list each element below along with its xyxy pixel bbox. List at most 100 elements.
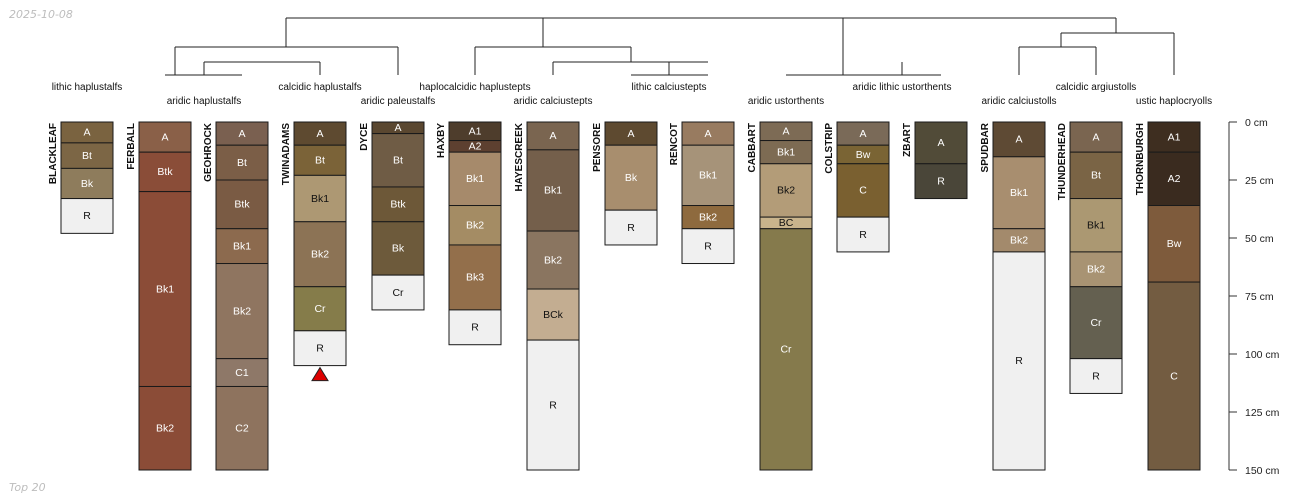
horizon-bk [604, 144, 658, 211]
profile-name: FERBALL [126, 123, 137, 170]
profile-cabbart: A Bk1 Bk2 BC Cr CABBART [747, 121, 813, 471]
horizon-label: Bw [1167, 238, 1182, 250]
profile-name: HAXBY [436, 123, 447, 158]
profile-geohrock: A Bt Btk Bk1 Bk2 C1 C2 GEOHROCK [203, 121, 269, 471]
horizon-label: Bk2 [466, 220, 484, 232]
profile-name: THUNDERHEAD [1057, 123, 1068, 200]
profile-colstrip: A Bw C R COLSTRIP [824, 121, 890, 253]
depth-tick-label: 100 cm [1245, 349, 1280, 361]
horizon-label: Bk3 [466, 272, 484, 284]
horizon-label: Bk1 [699, 170, 717, 182]
horizon-bt [1069, 151, 1123, 200]
horizon-label: Bk1 [777, 146, 795, 158]
horizon-label: A [859, 128, 866, 140]
horizon-c2 [215, 385, 269, 471]
horizon-label: Bk1 [544, 185, 562, 197]
profile-name: COLSTRIP [824, 123, 835, 174]
horizon-c [1147, 281, 1201, 471]
horizon-label: R [316, 342, 324, 354]
depth-tick-label: 25 cm [1245, 175, 1274, 187]
horizon-r [60, 198, 114, 234]
date-stamp: 2025-10-08 [9, 8, 73, 21]
taxon-label: aridic haplustalfs [167, 96, 241, 107]
horizon-r [914, 163, 968, 200]
profile-dyce: A Bt Btk Bk Cr DYCE [359, 121, 425, 311]
taxon-label: aridic ustorthents [748, 96, 824, 107]
horizon-label: Bk [81, 178, 94, 190]
horizon-bk2 [759, 163, 813, 218]
horizon-bw [1147, 205, 1201, 283]
horizon-label: A [161, 131, 168, 143]
taxon-label: aridic paleustalfs [361, 96, 435, 107]
horizon-label: Bt [393, 155, 403, 167]
profile-zbart: A R ZBART [902, 121, 968, 200]
horizon-a [914, 121, 968, 165]
profile-blackleaf: A Bt Bk R BLACKLEAF [48, 121, 114, 234]
horizon-label: Bk [392, 243, 405, 255]
horizon-r [992, 251, 1046, 471]
horizon-label: A [549, 130, 556, 142]
horizon-label: Bk2 [233, 305, 251, 317]
horizon-label: Bk2 [777, 185, 795, 197]
depth-tick-label: 75 cm [1245, 291, 1274, 303]
horizon-bk1 [215, 228, 269, 265]
horizon-label: C [1170, 370, 1178, 382]
horizon-a [526, 121, 580, 151]
profile-thornburgh: A1 A2 Bw C THORNBURGH [1135, 121, 1201, 471]
horizon-cr [293, 286, 347, 332]
horizon-label: A [394, 122, 401, 134]
horizon-c1 [215, 358, 269, 387]
horizon-btk [215, 179, 269, 230]
horizon-bk [60, 167, 114, 200]
horizon-a [138, 121, 192, 153]
horizon-bt [215, 144, 269, 181]
horizon-bk2 [1069, 251, 1123, 288]
horizon-label: R [859, 229, 867, 241]
horizon-label: C [859, 185, 867, 197]
horizon-cr [1069, 286, 1123, 360]
soil-profiles: A Bt Bk R BLACKLEAF A Btk Bk1 Bk2 FERBALL A Bt Btk Bk… [48, 121, 1201, 471]
horizon-label: Bk1 [233, 240, 251, 252]
horizon-btk [138, 151, 192, 193]
horizon-label: Btk [390, 199, 406, 211]
horizon-label: Bk2 [1010, 235, 1028, 247]
horizon-bt [293, 144, 347, 176]
horizon-label: A [937, 137, 944, 149]
horizon-label: BCk [543, 309, 564, 321]
horizon-label: A1 [1168, 131, 1181, 143]
horizon-label: A2 [469, 141, 482, 153]
profile-name: CABBART [747, 123, 758, 172]
horizon-label: A [704, 128, 711, 140]
horizon-label: C2 [235, 423, 249, 435]
taxon-label: aridic calciustolls [981, 96, 1056, 107]
profile-thunderhead: A Bt Bk1 Bk2 Cr R THUNDERHEAD [1057, 121, 1123, 394]
profile-name: THORNBURGH [1135, 123, 1146, 195]
profile-name: GEOHROCK [203, 122, 214, 182]
depth-tick-label: 0 cm [1245, 117, 1268, 129]
profile-name: PENSORE [592, 123, 603, 172]
horizon-label: A [627, 128, 634, 140]
profile-name: RENCOT [669, 123, 680, 165]
horizon-label: Bk2 [311, 249, 329, 261]
horizon-bk2 [526, 230, 580, 290]
depth-axis: 0 cm 25 cm 50 cm 75 cm 100 cm 125 cm 150 cm [1228, 117, 1280, 477]
profile-rencot: A Bk1 Bk2 R RENCOT [669, 121, 735, 265]
horizon-label: A [238, 128, 245, 140]
horizon-label: Bk2 [699, 211, 717, 223]
horizon-label: Bt [1091, 170, 1101, 182]
horizon-label: Btk [157, 166, 173, 178]
horizon-c [836, 163, 890, 218]
horizon-label: Bk2 [544, 254, 562, 266]
horizon-cr [759, 228, 813, 471]
footer-label: Top 20 [9, 481, 46, 494]
horizon-label: A [782, 126, 789, 138]
horizon-label: A [1015, 134, 1022, 146]
horizon-bk3 [448, 244, 502, 311]
profile-name: DYCE [359, 123, 370, 151]
horizon-label: A [83, 127, 90, 139]
horizon-label: Bk1 [1087, 220, 1105, 232]
depth-tick-label: 125 cm [1245, 407, 1280, 419]
profile-hayescreek: A Bk1 Bk2 BCk R HAYESCREEK [514, 121, 580, 471]
horizon-label: R [704, 240, 712, 252]
